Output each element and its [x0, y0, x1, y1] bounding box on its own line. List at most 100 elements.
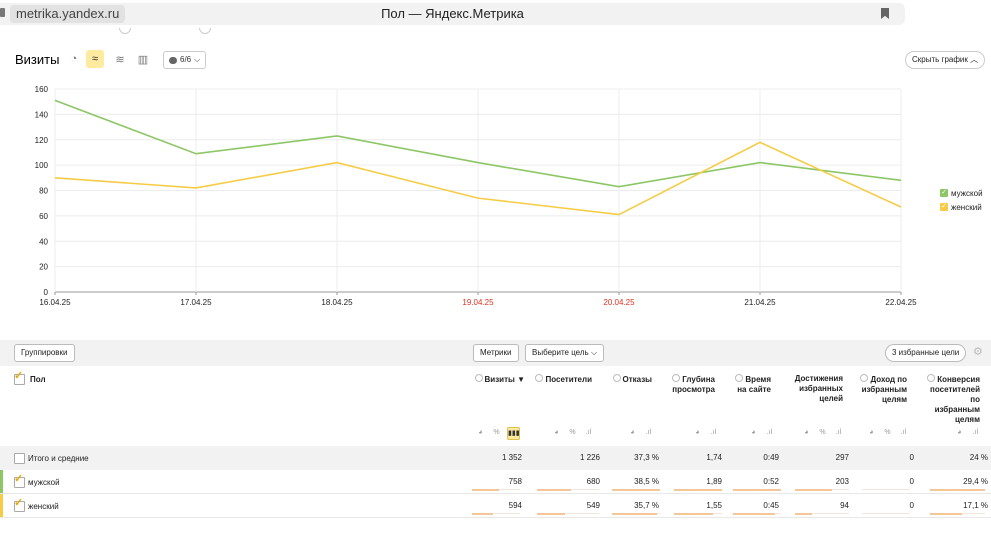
pie-view-icon[interactable]: ◕	[957, 429, 962, 436]
metric-bar	[537, 513, 565, 515]
address-bar[interactable]: metrika.yandex.ru Пол — Яндекс.Метрика	[0, 3, 905, 25]
bar-view-icon[interactable]: .ıl	[835, 429, 842, 436]
pie-view-icon[interactable]: ◕	[751, 429, 756, 436]
row-divider	[0, 493, 991, 494]
col-label: Время на сайте	[737, 375, 771, 394]
bar-view-icon[interactable]: .ıl	[585, 429, 592, 436]
col-time-header[interactable]: Время на сайте	[727, 374, 771, 395]
bar-chart-icon[interactable]: ▥	[137, 53, 149, 66]
percent-view-icon[interactable]: %	[569, 429, 576, 436]
metrics-button[interactable]: Метрики	[473, 344, 519, 362]
totals-checkbox[interactable]	[14, 453, 25, 464]
col-depth-header[interactable]: Глубина просмотра	[667, 374, 715, 395]
table-cell: 29,4 %	[963, 477, 988, 486]
pie-view-icon[interactable]: ◕	[478, 429, 483, 436]
gear-icon[interactable]: ⚙	[973, 346, 983, 358]
table-cell: 1,55	[706, 501, 722, 510]
bar-view-icon[interactable]: .ıl	[645, 429, 652, 436]
metric-bar-track	[472, 513, 520, 514]
window-title: Пол — Яндекс.Метрика	[381, 6, 524, 21]
line-chart-icon[interactable]: ≈	[86, 50, 104, 68]
info-icon[interactable]	[927, 374, 936, 382]
series-count-select[interactable]: 6/6 ⌵	[163, 51, 207, 69]
info-icon[interactable]	[474, 374, 483, 382]
row-checkbox[interactable]	[14, 501, 25, 512]
pie-view-icon[interactable]: ◕	[554, 429, 559, 436]
table-cell: 0	[909, 453, 914, 462]
col-visitors-header[interactable]: Посетители	[530, 374, 592, 385]
table-cell: 94	[840, 501, 849, 510]
metric-bar	[674, 489, 722, 491]
col-bounces-header[interactable]: Отказы	[600, 374, 652, 385]
col-goal-revenue-header[interactable]: Доход по избранным целям	[855, 374, 907, 405]
legend-item[interactable]: ✓ мужской	[940, 186, 983, 200]
metric-bar	[472, 513, 493, 515]
y-tick-label: 100	[35, 161, 49, 170]
browser-title-bar: metrika.yandex.ru Пол — Яндекс.Метрика	[0, 0, 991, 28]
info-icon[interactable]	[612, 374, 621, 382]
checkmark-icon: ✓	[14, 497, 24, 509]
percent-view-icon[interactable]: %	[819, 429, 826, 436]
table-cell: 297	[835, 453, 849, 462]
y-tick-label: 80	[39, 187, 48, 196]
row-label: женский	[28, 502, 59, 511]
legend-checkbox[interactable]: ✓	[940, 189, 948, 197]
pie-chart-icon[interactable]: ◔	[70, 53, 78, 65]
lock-icon	[0, 8, 5, 17]
metric-bar	[733, 513, 775, 515]
pie-view-icon[interactable]: ◕	[630, 429, 635, 436]
bar-view-icon[interactable]: .ıl	[766, 429, 773, 436]
totals-row: Итого и средние 1 352 1 226 37,3 % 1,74 …	[0, 446, 991, 470]
series-line-женский	[54, 141, 902, 216]
col-label: Глубина просмотра	[672, 375, 715, 394]
legend-item[interactable]: ✓ женский	[940, 200, 983, 214]
table-cell: 35,7 %	[634, 501, 659, 510]
col-goal-reaches-header[interactable]: Достижения избранных целей	[785, 374, 843, 404]
hide-chart-button[interactable]: Скрыть график ︿	[905, 51, 986, 69]
dimension-header[interactable]: Пол	[30, 375, 46, 384]
metric-bar-track	[862, 489, 910, 490]
legend-checkbox[interactable]: ✓	[940, 203, 948, 211]
bar-view-icon[interactable]: .ıl	[900, 429, 907, 436]
groupings-button[interactable]: Группировки	[14, 344, 75, 362]
select-all-checkbox[interactable]	[14, 374, 25, 385]
table-cell: 1 226	[579, 453, 600, 462]
visits-line-chart: 0 20 40 60 80 100 120 140 160 16.04.25 17.04.25 18.…	[0, 80, 991, 310]
bar-view-icon[interactable]: .ıl	[710, 429, 717, 436]
x-tick-label: 18.04.25	[321, 298, 353, 307]
bar-view-icon[interactable]: ▮▮▮	[507, 427, 520, 440]
info-icon[interactable]	[672, 374, 681, 382]
row-checkbox[interactable]	[14, 477, 25, 488]
table-cell: 0:49	[763, 453, 779, 462]
totals-label: Итого и средние	[28, 454, 89, 463]
info-icon[interactable]	[535, 374, 544, 382]
row-color-indicator	[0, 470, 3, 494]
url-text[interactable]: metrika.yandex.ru	[10, 5, 126, 23]
pie-view-icon[interactable]: ◕	[869, 429, 874, 436]
col-goal-conversion-header[interactable]: Конверсия посетителей по избранным целям	[925, 374, 980, 425]
bookmark-icon[interactable]	[881, 8, 889, 19]
legend-label: мужской	[951, 188, 983, 198]
chart-toolbar: Визиты ◔ ≈ ≋ ▥ 6/6 ⌵ Скрыть график ︿	[0, 44, 991, 74]
legend-label: женский	[951, 202, 982, 212]
bar-view-icon[interactable]: .ıl	[972, 429, 979, 436]
pie-view-icon[interactable]: ◕	[804, 429, 809, 436]
table-row[interactable]: ✓ женский 594 549 35,7 % 1,55 0:45 94 0 17,1 %	[0, 494, 991, 518]
percent-view-icon[interactable]: %	[493, 429, 500, 436]
goal-select[interactable]: Выберите цель ⌵	[525, 344, 605, 362]
hide-chart-label: Скрыть график	[912, 55, 968, 64]
info-icon[interactable]	[860, 374, 869, 382]
table-cell: 1,74	[706, 453, 722, 462]
pie-view-icon[interactable]: ◕	[695, 429, 700, 436]
y-tick-label: 60	[39, 212, 48, 221]
table-cell: 37,3 %	[634, 453, 659, 462]
area-chart-icon[interactable]: ≋	[115, 53, 125, 66]
col-visits-header[interactable]: Визиты ▼	[470, 374, 525, 385]
table-row[interactable]: ✓ мужской 758 680 38,5 % 1,89 0:52 203 0 29,4 %	[0, 470, 991, 494]
info-icon[interactable]	[735, 374, 744, 382]
table-cell: 24 %	[969, 453, 988, 462]
col-label: Доход по избранным целям	[861, 375, 907, 404]
favorite-goals-button[interactable]: 3 избранные цели	[885, 344, 967, 362]
percent-view-icon[interactable]: %	[884, 429, 891, 436]
table-cell: 203	[835, 477, 849, 486]
